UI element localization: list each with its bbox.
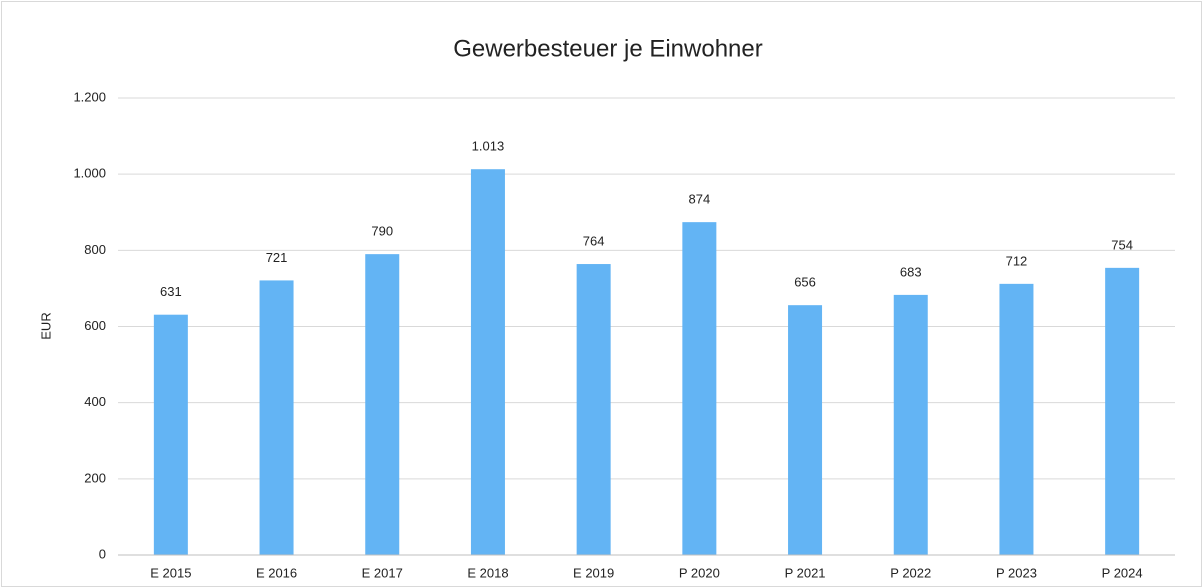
data-label: 764 (583, 233, 605, 248)
bar (1105, 267, 1140, 555)
data-label: 656 (794, 275, 816, 290)
chart-title: Gewerbesteuer je Einwohner (453, 35, 763, 62)
x-tick-label: P 2024 (1102, 565, 1143, 580)
x-tick-label: E 2015 (150, 565, 191, 580)
x-tick-label: P 2022 (890, 565, 931, 580)
bar (153, 314, 188, 555)
bar (999, 283, 1034, 555)
bar (682, 222, 717, 555)
data-label: 790 (371, 224, 393, 239)
y-tick-label: 600 (84, 318, 106, 333)
y-tick-label: 800 (84, 242, 106, 257)
y-tick-label: 200 (84, 470, 106, 485)
y-tick-label: 1.000 (73, 166, 106, 181)
data-label: 631 (160, 284, 182, 299)
data-label: 1.013 (472, 139, 505, 154)
bar (576, 264, 611, 555)
y-tick-label: 1.200 (73, 89, 106, 104)
x-tick-label: E 2017 (362, 565, 403, 580)
x-tick-label: E 2018 (467, 565, 508, 580)
y-tick-label: 0 (99, 546, 106, 561)
x-tick-label: P 2020 (679, 565, 720, 580)
data-label: 874 (688, 192, 710, 207)
bar (259, 280, 294, 555)
bar (788, 305, 823, 555)
data-label: 712 (1006, 253, 1028, 268)
bar (365, 254, 400, 555)
bar (893, 294, 928, 555)
y-axis-label: EUR (38, 312, 53, 339)
x-tick-label: P 2021 (785, 565, 826, 580)
data-label: 683 (900, 264, 922, 279)
bar (470, 169, 505, 556)
data-label: 754 (1111, 237, 1133, 252)
x-tick-label: E 2016 (256, 565, 297, 580)
data-label: 721 (266, 250, 288, 265)
x-tick-label: E 2019 (573, 565, 614, 580)
y-tick-label: 400 (84, 394, 106, 409)
x-tick-label: P 2023 (996, 565, 1037, 580)
